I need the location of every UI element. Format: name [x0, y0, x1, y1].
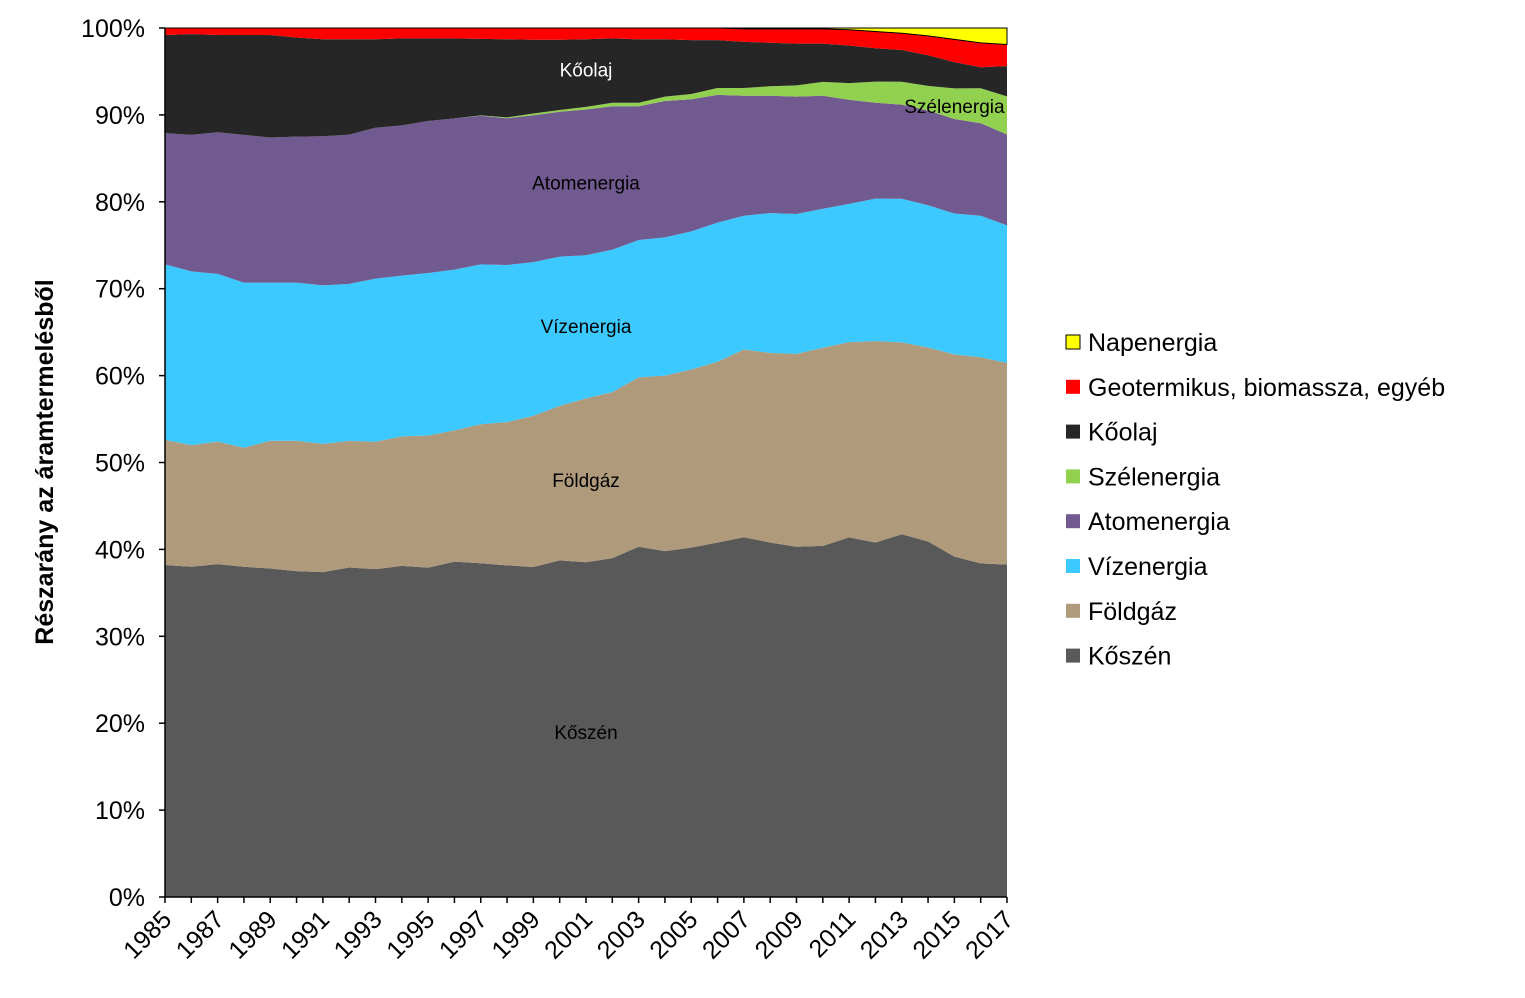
y-tick-label: 20%	[95, 710, 145, 738]
x-tick-label: 1999	[486, 905, 545, 964]
x-tick-label: 2015	[907, 905, 966, 964]
x-tick-label: 1995	[381, 905, 440, 964]
y-axis-title: Részarány az áramtermelésből	[31, 279, 59, 644]
area-foldgaz	[165, 341, 1007, 573]
x-tick-label: 1989	[223, 905, 282, 964]
legend-label-foldgaz: Földgáz	[1088, 598, 1177, 626]
area-szelenergia	[165, 81, 1007, 138]
legend-swatch-koszen	[1066, 648, 1080, 663]
legend-label-atomenergia: Atomenergia	[1088, 508, 1230, 536]
x-tick-label: 2005	[644, 905, 703, 964]
y-tick-label: 60%	[95, 363, 145, 391]
legend: Napenergia Geotermikus, biomassza, egyéb K…	[1065, 329, 1445, 671]
x-tick-label: 1991	[276, 905, 335, 964]
legend-swatch-napenergia	[1065, 334, 1081, 350]
x-tick-label: 2011	[804, 905, 862, 963]
x-tick-label: 2003	[592, 905, 651, 964]
area-labels-group: Kőszén Földgáz Vízenergia Atomenergia Szélen…	[532, 61, 1005, 744]
legend-swatch-atomenergia	[1066, 514, 1080, 529]
y-tick-label: 40%	[95, 536, 145, 564]
y-tick-label: 50%	[95, 450, 145, 478]
y-tick-labels: 0% 10% 20% 30% 40% 50% 60% 70% 80% 90% 100%	[81, 15, 145, 912]
legend-label-koszen: Kőszén	[1088, 643, 1171, 671]
axes-group	[159, 27, 1008, 903]
x-tick-label: 1985	[118, 905, 177, 964]
x-tick-label: 1993	[329, 905, 388, 964]
area-vizenergia	[165, 198, 1007, 448]
area-label-koolaj: Kőolaj	[560, 61, 613, 82]
legend-label-napenergia: Napenergia	[1088, 329, 1217, 357]
legend-label-geotermikus-biomassza-egyeb: Geotermikus, biomassza, egyéb	[1088, 374, 1445, 402]
x-tick-label: 1997	[434, 905, 493, 964]
area-koszen	[165, 534, 1007, 897]
legend-swatch-szelenergia	[1066, 469, 1080, 484]
area-label-foldgaz: Földgáz	[552, 471, 620, 492]
y-tick-label: 100%	[81, 15, 145, 43]
x-tick-label: 2007	[697, 905, 756, 964]
legend-swatch-vizenergia	[1066, 559, 1080, 573]
area-atomenergia	[165, 94, 1007, 286]
y-tick-label: 10%	[95, 797, 145, 825]
y-tick-label: 80%	[95, 189, 145, 217]
area-label-atomenergia: Atomenergia	[532, 174, 640, 195]
y-tick-label: 30%	[95, 623, 145, 651]
x-tick-label: 2009	[750, 905, 809, 964]
y-tick-label: 0%	[109, 884, 145, 912]
area-koolaj	[165, 34, 1007, 138]
area-napenergia	[165, 27, 1008, 45]
x-tick-label: 2017	[960, 905, 1019, 964]
area-geotermikus-biomassza-egyeb	[165, 28, 1007, 68]
area-series-group	[165, 27, 1008, 897]
area-label-szelenergia: Szélenergia	[904, 97, 1005, 118]
legend-label-vizenergia: Vízenergia	[1088, 553, 1208, 581]
x-tick-label: 2001	[539, 905, 598, 964]
legend-swatch-geotermikus-biomassza-egyeb	[1066, 379, 1080, 394]
legend-swatch-koolaj	[1066, 424, 1080, 439]
legend-label-szelenergia: Szélenergia	[1088, 463, 1220, 491]
legend-label-koolaj: Kőolaj	[1088, 419, 1158, 447]
legend-swatch-foldgaz	[1066, 603, 1080, 618]
x-tick-label: 1987	[171, 905, 230, 964]
area-label-vizenergia: Vízenergia	[541, 317, 632, 338]
y-tick-label: 70%	[95, 276, 145, 304]
area-label-koszen: Kőszén	[554, 723, 617, 744]
x-tick-labels: 1985198719891991199319951997199920012003…	[118, 905, 1019, 964]
x-tick-label: 2013	[855, 905, 914, 964]
y-tick-label: 90%	[95, 102, 145, 130]
